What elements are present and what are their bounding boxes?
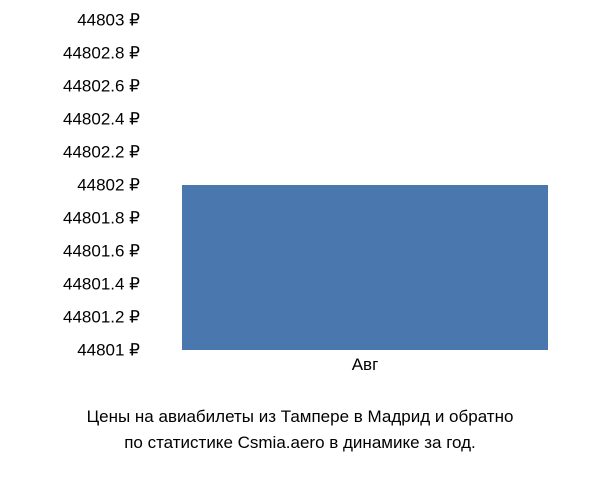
caption-line-2: по статистике Csmia.aero в динамике за г… <box>124 433 476 452</box>
y-tick-label: 44802 ₽ <box>20 177 140 194</box>
y-tick-label: 44801.4 ₽ <box>20 276 140 293</box>
y-tick-label: 44803 ₽ <box>20 12 140 29</box>
y-tick-label: 44802.6 ₽ <box>20 78 140 95</box>
y-tick-label: 44802.2 ₽ <box>20 144 140 161</box>
y-tick-label: 44802.4 ₽ <box>20 111 140 128</box>
chart-caption: Цены на авиабилеты из Тампере в Мадрид и… <box>0 404 600 455</box>
x-tick-label: Авг <box>352 355 379 375</box>
x-axis: Авг <box>150 355 580 385</box>
caption-line-1: Цены на авиабилеты из Тампере в Мадрид и… <box>87 407 514 426</box>
y-axis: 44803 ₽44802.8 ₽44802.6 ₽44802.4 ₽44802.… <box>20 20 140 350</box>
y-tick-label: 44801.6 ₽ <box>20 243 140 260</box>
y-tick-label: 44801.8 ₽ <box>20 210 140 227</box>
chart-container: 44803 ₽44802.8 ₽44802.6 ₽44802.4 ₽44802.… <box>20 20 580 370</box>
y-tick-label: 44802.8 ₽ <box>20 45 140 62</box>
bar <box>182 185 548 350</box>
y-tick-label: 44801.2 ₽ <box>20 309 140 326</box>
plot-area <box>150 20 580 350</box>
y-tick-label: 44801 ₽ <box>20 342 140 359</box>
